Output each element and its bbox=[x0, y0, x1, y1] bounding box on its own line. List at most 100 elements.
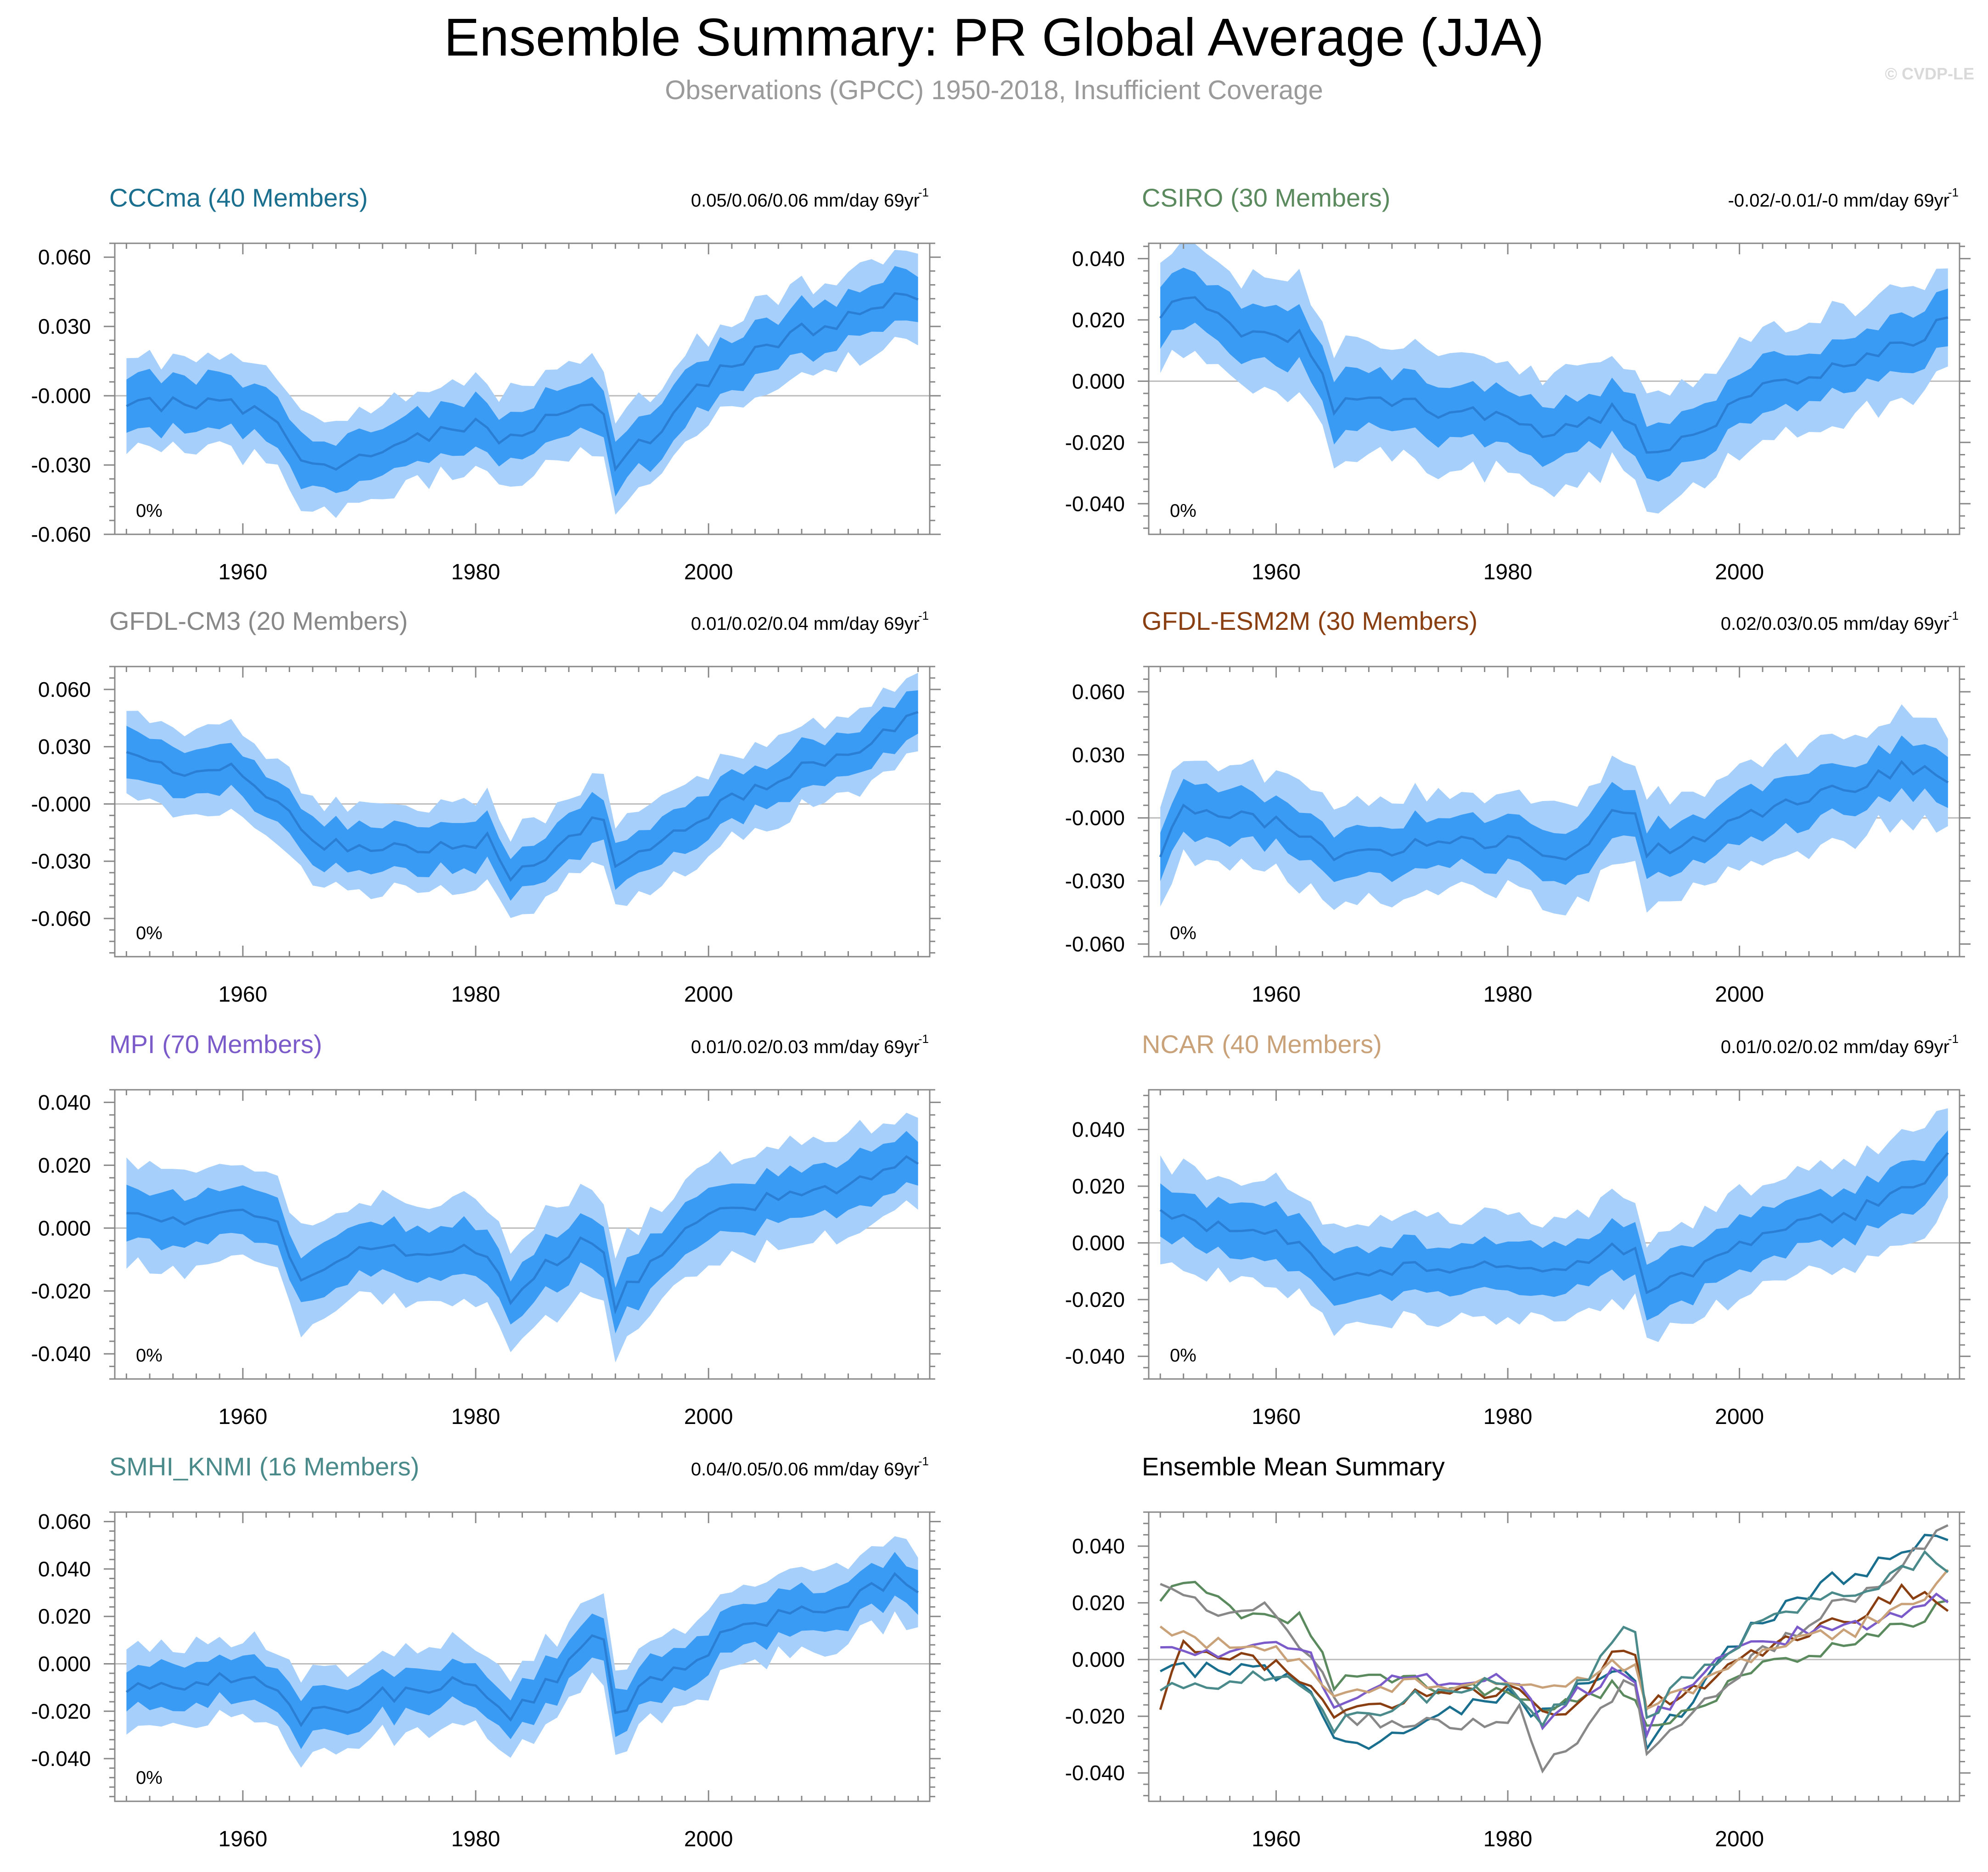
plot-area bbox=[1149, 243, 1960, 514]
y-tick-label: -0.020 bbox=[1065, 1704, 1125, 1728]
ensemble-mean-line bbox=[126, 292, 919, 472]
x-tick-label: 1980 bbox=[451, 1405, 500, 1429]
outer-band bbox=[126, 1536, 918, 1768]
x-tick-label: 1980 bbox=[1483, 560, 1533, 584]
x-tick-label: 1980 bbox=[1483, 982, 1533, 1007]
series-line-csiro bbox=[1159, 1581, 1949, 1727]
y-tick-label: 0.040 bbox=[1072, 247, 1125, 270]
panel-title: NCAR (40 Members) bbox=[1142, 1030, 1382, 1059]
x-tick-label: 1980 bbox=[451, 982, 500, 1007]
y-tick-label: -0.060 bbox=[31, 907, 91, 930]
panel-title: SMHI_KNMI (16 Members) bbox=[109, 1452, 419, 1481]
y-tick-label: -0.040 bbox=[31, 1747, 91, 1771]
outer-band bbox=[1160, 243, 1948, 514]
panel-6: NCAR (40 Members) 0.01/0.02/0.02 mm/day 6… bbox=[1065, 1030, 1971, 1429]
y-tick-label: 0.060 bbox=[38, 1510, 91, 1534]
x-tick-label: 1960 bbox=[219, 1827, 268, 1851]
panel-5: MPI (70 Members) 0.01/0.02/0.03 mm/day 69… bbox=[31, 1030, 941, 1429]
trend-exponent: -1 bbox=[918, 1454, 929, 1468]
y-tick-label: -0.030 bbox=[31, 453, 91, 477]
inner-band bbox=[1160, 268, 1948, 482]
y-tick-label: 0.040 bbox=[1072, 1117, 1125, 1141]
plot-frame bbox=[1148, 1511, 1960, 1802]
coverage-percent: 0% bbox=[136, 1768, 163, 1788]
page-subtitle: Observations (GPCC) 1950-2018, Insuffici… bbox=[665, 75, 1323, 105]
y-tick-label: -0.000 bbox=[31, 792, 91, 816]
panel-4: GFDL-ESM2M (30 Members) 0.02/0.03/0.05 mm… bbox=[1065, 606, 1971, 1007]
plot-area bbox=[115, 1113, 930, 1362]
y-tick-label: 0.060 bbox=[1072, 680, 1125, 704]
x-tick-label: 1960 bbox=[1252, 560, 1301, 584]
x-tick-label: 1960 bbox=[219, 560, 268, 584]
y-tick-label: 0.040 bbox=[38, 1090, 91, 1114]
x-tick-label: 1980 bbox=[451, 560, 500, 584]
y-tick-label: -0.040 bbox=[1065, 1345, 1125, 1368]
trend-label: 0.01/0.02/0.03 mm/day 69yr bbox=[691, 1037, 920, 1057]
y-tick-label: -0.060 bbox=[1065, 932, 1125, 956]
x-tick-label: 1960 bbox=[1252, 982, 1301, 1007]
trend-exponent: -1 bbox=[1948, 185, 1959, 199]
trend-label: 0.04/0.05/0.06 mm/day 69yr bbox=[691, 1459, 920, 1480]
y-tick-label: 0.030 bbox=[38, 314, 91, 338]
y-tick-label: 0.060 bbox=[38, 678, 91, 701]
outer-band bbox=[126, 250, 918, 518]
trend-label: 0.01/0.02/0.04 mm/day 69yr bbox=[691, 614, 920, 634]
plot-area bbox=[1149, 1524, 1960, 1774]
inner-band bbox=[126, 266, 918, 497]
ensemble-mean-line bbox=[1159, 296, 1949, 454]
panel-2: CSIRO (30 Members) -0.02/-0.01/-0 mm/day … bbox=[1065, 183, 1971, 584]
trend-exponent: -1 bbox=[918, 609, 929, 622]
coverage-percent: 0% bbox=[1170, 1345, 1196, 1366]
x-tick-label: 2000 bbox=[684, 1405, 733, 1429]
y-tick-label: 0.000 bbox=[38, 1216, 91, 1240]
y-tick-label: 0.020 bbox=[38, 1604, 91, 1628]
x-tick-label: 1980 bbox=[451, 1827, 500, 1851]
y-tick-label: -0.030 bbox=[31, 849, 91, 873]
ensemble-mean-line bbox=[125, 1572, 919, 1727]
y-tick-label: -0.000 bbox=[1065, 806, 1125, 830]
inner-band bbox=[126, 1131, 918, 1334]
y-tick-label: 0.040 bbox=[1072, 1534, 1125, 1558]
panel-title: GFDL-ESM2M (30 Members) bbox=[1142, 606, 1477, 635]
y-tick-label: 0.020 bbox=[38, 1153, 91, 1177]
y-tick-label: -0.040 bbox=[1065, 492, 1125, 516]
x-tick-label: 2000 bbox=[684, 560, 733, 584]
y-tick-label: 0.000 bbox=[1072, 369, 1125, 393]
y-tick-label: 0.040 bbox=[38, 1557, 91, 1581]
y-tick-label: 0.030 bbox=[1072, 743, 1125, 767]
x-tick-label: 1960 bbox=[219, 1405, 268, 1429]
trend-label: 0.01/0.02/0.02 mm/day 69yr bbox=[1721, 1037, 1949, 1057]
series-line-gfdl-cm3 bbox=[1160, 1524, 1949, 1774]
y-tick-label: 0.020 bbox=[1072, 1591, 1125, 1615]
y-tick-label: -0.020 bbox=[31, 1279, 91, 1303]
trend-label: -0.02/-0.01/-0 mm/day 69yr bbox=[1728, 191, 1949, 211]
trend-exponent: -1 bbox=[1948, 1032, 1959, 1046]
coverage-percent: 0% bbox=[1170, 923, 1196, 943]
y-tick-label: -0.040 bbox=[1065, 1761, 1125, 1785]
ensemble-mean-line bbox=[126, 711, 919, 882]
y-tick-label: -0.020 bbox=[1065, 1288, 1125, 1312]
series-line-smhi_knmi bbox=[1159, 1550, 1949, 1735]
y-tick-label: -0.030 bbox=[1065, 869, 1125, 893]
coverage-percent: 0% bbox=[1170, 501, 1196, 521]
plot-area bbox=[115, 250, 930, 518]
copyright-note: © CVDP-LE bbox=[1885, 64, 1974, 83]
ensemble-mean-line bbox=[1159, 760, 1949, 862]
coverage-percent: 0% bbox=[136, 923, 163, 943]
y-tick-label: 0.000 bbox=[1072, 1648, 1125, 1671]
y-tick-label: -0.020 bbox=[31, 1699, 91, 1723]
y-tick-label: 0.020 bbox=[1072, 1174, 1125, 1198]
series-line-cccma bbox=[1160, 1534, 1949, 1752]
series-line-ncar bbox=[1159, 1569, 1949, 1711]
panel-7: SMHI_KNMI (16 Members) 0.04/0.05/0.06 mm/… bbox=[31, 1452, 941, 1851]
x-tick-label: 2000 bbox=[1715, 982, 1764, 1007]
y-tick-label: -0.000 bbox=[31, 384, 91, 408]
x-tick-label: 2000 bbox=[1715, 560, 1764, 584]
coverage-percent: 0% bbox=[136, 501, 163, 521]
x-tick-label: 2000 bbox=[1715, 1405, 1764, 1429]
x-tick-label: 1960 bbox=[1252, 1405, 1301, 1429]
panel-title: CCCma (40 Members) bbox=[109, 183, 368, 212]
inner-band bbox=[1160, 735, 1948, 885]
